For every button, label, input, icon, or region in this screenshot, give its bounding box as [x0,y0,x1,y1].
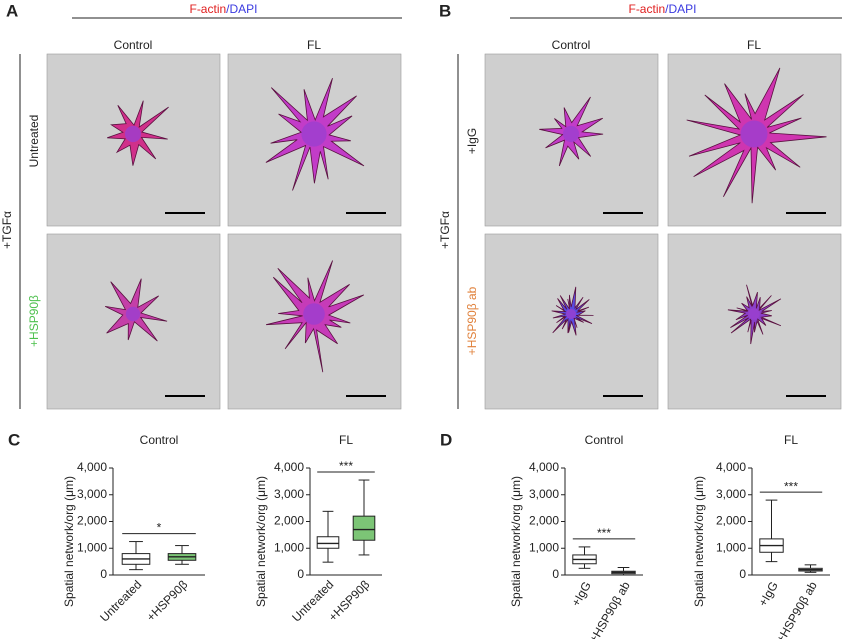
y-tick-label: 2,000 [716,514,746,528]
y-tick-label: 3,000 [529,487,559,501]
y-tick-label: 2,000 [77,514,107,528]
y-tick-label: 0 [297,567,304,581]
x-tick-label: +HSP90β [144,577,191,624]
cell-core [303,303,325,325]
cell-core [748,308,760,320]
cell-core [125,306,141,322]
row-label: +HSP90β [27,295,41,347]
significance-label: *** [597,526,611,540]
y-tick-label: 0 [739,567,746,581]
x-tick-label: +HSP90β ab [773,579,820,639]
column-label: Control [114,38,153,52]
y-tick-label: 4,000 [716,460,746,474]
cell-core [740,120,768,148]
y-axis-label: Spatial network/org (μm) [62,476,76,607]
y-tick-label: 1,000 [274,540,304,554]
significance-label: *** [784,479,798,493]
cell-core [565,308,577,320]
row-label: Untreated [27,115,41,168]
row-label: +HSP90β ab [465,286,479,355]
x-tick-label: +IgG [569,579,594,609]
cell-core [562,125,580,143]
panel-label: A [6,1,18,20]
panel-label: D [440,430,452,449]
y-tick-label: 4,000 [77,460,107,474]
chart-title: Control [140,433,179,447]
chart-title: FL [784,433,798,447]
row-label: +IgG [465,128,479,154]
stain-label: F-actin/DAPI [189,2,257,16]
y-tick-label: 3,000 [77,487,107,501]
stain-part: F-actin [628,2,665,16]
column-label: FL [307,38,321,52]
y-tick-label: 4,000 [529,460,559,474]
x-tick-label: +IgG [756,579,781,609]
y-tick-label: 3,000 [716,487,746,501]
y-tick-label: 1,000 [716,540,746,554]
y-tick-label: 1,000 [529,540,559,554]
treatment-label: +TGFα [438,211,452,249]
y-tick-label: 4,000 [274,460,304,474]
y-tick-label: 2,000 [529,514,559,528]
cell-core [124,125,142,143]
y-axis-label: Spatial network/org (μm) [692,476,706,607]
y-tick-label: 2,000 [274,514,304,528]
box [316,536,340,549]
stain-part: F-actin [189,2,226,16]
stain-part: /DAPI [665,2,696,16]
y-tick-label: 1,000 [77,540,107,554]
y-tick-label: 3,000 [274,487,304,501]
stain-label: F-actin/DAPI [628,2,696,16]
stain-part: /DAPI [226,2,257,16]
column-label: Control [552,38,591,52]
y-tick-label: 0 [100,567,107,581]
x-tick-label: Untreated [97,577,144,624]
box [352,515,376,541]
chart-title: FL [339,433,353,447]
y-axis-label: Spatial network/org (μm) [509,476,523,607]
y-axis-label: Spatial network/org (μm) [254,476,268,607]
panel-label: B [439,1,451,20]
cell-core [301,121,327,147]
y-tick-label: 0 [552,567,559,581]
chart-title: Control [585,433,624,447]
panel-label: C [8,430,20,449]
treatment-label: +TGFα [0,211,14,249]
column-label: FL [747,38,761,52]
x-tick-label: +HSP90β ab [586,579,633,639]
significance-label: *** [339,459,353,473]
significance-label: * [157,521,162,535]
